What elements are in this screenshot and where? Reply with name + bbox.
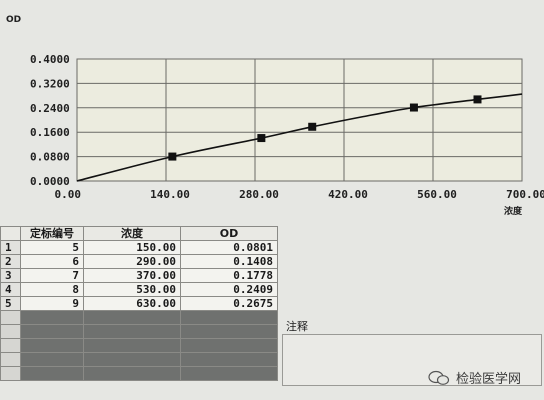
empty-row[interactable] [0,324,278,339]
concentration-cell[interactable]: 370.00 [83,268,181,283]
calibration-chart: 0.00 140.00 280.00 420.00 560.00 700.00 0.000… [6,15,544,217]
table-row[interactable]: 2 6 290.00 0.1408 [0,254,278,269]
od-cell[interactable]: 0.2675 [180,296,278,311]
concentration-cell[interactable]: 150.00 [83,240,181,255]
x-axis-title: 浓度 [504,205,523,217]
calibrator-id-cell[interactable]: 5 [20,240,84,255]
od-cell[interactable]: 0.1778 [180,268,278,283]
data-point-marker [308,122,317,131]
calibration-table: 定标编号 浓度 OD 1 5 150.00 0.0801 2 6 290.00 … [0,226,278,381]
data-point-marker [473,95,482,104]
empty-row[interactable] [0,352,278,367]
calibrator-id-cell[interactable]: 8 [20,282,84,297]
notes-label: 注释 [286,320,308,333]
y-axis-ticks: 0.0000 0.0800 0.1600 0.2400 0.3200 0.4000 [30,53,70,188]
row-index: 3 [0,268,21,283]
od-cell[interactable]: 0.2409 [180,282,278,297]
concentration-cell[interactable]: 530.00 [83,282,181,297]
x-tick-label: 420.00 [328,188,368,201]
row-index: 5 [0,296,21,311]
table-row[interactable]: 5 9 630.00 0.2675 [0,296,278,311]
data-point-marker [168,152,177,161]
column-header-od[interactable]: OD [180,226,278,241]
table-corner [0,226,21,241]
table-row[interactable]: 3 7 370.00 0.1778 [0,268,278,283]
row-index: 2 [0,254,21,269]
empty-row[interactable] [0,366,278,381]
y-tick-label: 0.0800 [30,151,70,164]
y-tick-label: 0.1600 [30,126,70,139]
x-tick-label: 280.00 [239,188,279,201]
calibrator-id-cell[interactable]: 6 [20,254,84,269]
data-point-marker [409,103,418,112]
grid-lines [76,58,523,182]
y-tick-label: 0.0000 [30,175,70,188]
x-tick-label: 140.00 [150,188,190,201]
empty-row[interactable] [0,338,278,353]
row-index: 4 [0,282,21,297]
od-cell[interactable]: 0.0801 [180,240,278,255]
wechat-icon [428,370,450,385]
column-header-concentration[interactable]: 浓度 [83,226,181,241]
plot-background [76,58,523,182]
x-tick-label: 560.00 [417,188,457,201]
calibrator-id-cell[interactable]: 7 [20,268,84,283]
data-point-marker [257,134,266,143]
row-index: 1 [0,240,21,255]
y-tick-label: 0.3200 [30,77,70,90]
y-tick-label: 0.4000 [30,53,70,66]
x-tick-label: 0.00 [55,188,82,201]
od-cell[interactable]: 0.1408 [180,254,278,269]
calibrator-id-cell[interactable]: 9 [20,296,84,311]
concentration-cell[interactable]: 290.00 [83,254,181,269]
watermark-text: 检验医学网 [456,372,522,387]
notes-textarea[interactable] [282,334,542,386]
column-header-id[interactable]: 定标编号 [20,226,84,241]
x-tick-label: 700.00 [506,188,544,201]
watermark: 检验医学网 [428,368,521,387]
y-axis-title: OD [6,15,21,25]
concentration-cell[interactable]: 630.00 [83,296,181,311]
table-row[interactable]: 1 5 150.00 0.0801 [0,240,278,255]
y-tick-label: 0.2400 [30,102,70,115]
x-axis-ticks: 0.00 140.00 280.00 420.00 560.00 700.00 [55,188,544,201]
table-row[interactable]: 4 8 530.00 0.2409 [0,282,278,297]
data-points [168,95,482,161]
empty-row[interactable] [0,310,278,325]
